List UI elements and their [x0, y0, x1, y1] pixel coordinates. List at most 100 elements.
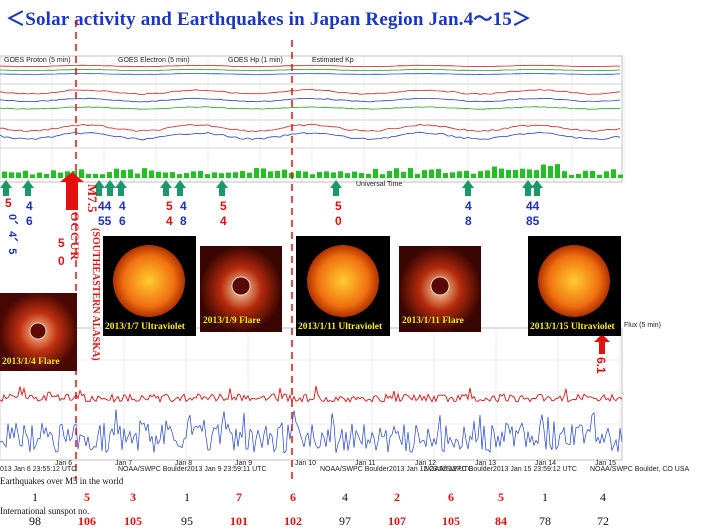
kp-bar: [58, 172, 63, 178]
kp-bar: [352, 171, 357, 178]
footer-1: 013 Jan 6 23:55:12 UTC: [0, 466, 77, 473]
kp-bar: [408, 168, 413, 178]
green-arrow: [115, 180, 127, 196]
sun-icon: [538, 245, 610, 317]
right-arrow-value: 6.1: [594, 357, 608, 374]
sun-icon: [307, 245, 379, 317]
kp-bar: [296, 170, 301, 178]
kp-bar: [142, 168, 147, 178]
eq-marker-2-mag: 4: [26, 199, 33, 213]
kp-bar: [527, 169, 532, 178]
kp-bar: [261, 168, 266, 178]
kp-bar: [135, 173, 140, 178]
table-row-label-sunspot: International sunspot no.: [0, 506, 90, 516]
big-event-magnitude: M7.5: [85, 184, 100, 213]
kp-bar: [93, 173, 98, 178]
kp-bar: [359, 173, 364, 178]
earthquake-count-cell: 5: [84, 490, 90, 504]
flare-icon: [0, 293, 77, 371]
kp-bar: [338, 171, 343, 178]
green-arrow: [216, 180, 228, 196]
kp-bar: [226, 172, 231, 178]
kp-bar: [170, 172, 175, 178]
eq-marker-1-mag: 5: [5, 196, 12, 210]
kp-bar: [401, 171, 406, 178]
kp-bar: [569, 174, 574, 178]
kp-bar: [576, 173, 581, 178]
flare-icon: [200, 246, 282, 332]
kp-bar: [366, 173, 371, 178]
flare-icon: [399, 246, 481, 332]
sunspot-cell: 78: [539, 514, 551, 528]
sunspot-cell: 106: [78, 514, 96, 528]
axis-day-label: Jan 7: [115, 460, 133, 467]
eq-marker-6-mag: 5: [166, 199, 173, 213]
footer-3: NOAA/SWPC Boulder2013 Jan 12 23:55:12 UT…: [320, 466, 473, 473]
kp-bar: [478, 171, 483, 178]
kp-bar: [590, 170, 595, 178]
earthquake-count-cell: 4: [342, 490, 348, 504]
sun-image-jan15: 2013/1/15 Ultraviolet: [528, 236, 621, 336]
earthquake-count-cell: 6: [290, 490, 296, 504]
axis-day-label: Jan 11: [355, 460, 376, 467]
earthquake-count-cell: 6: [448, 490, 454, 504]
flare-caption-jan11: 2013/1/11 Flare: [402, 316, 464, 326]
sun-caption-jan7: 2013/1/7 Ultraviolet: [105, 322, 185, 332]
kp-bar: [198, 170, 203, 178]
flux-label: Flux (5 min): [624, 322, 661, 329]
axis-day-label: Jan 10: [295, 460, 317, 467]
kp-bar: [205, 174, 210, 178]
eq-marker-5-extra: 6: [119, 214, 126, 228]
eq-marker-5-mag: 4: [119, 199, 126, 213]
eq-marker-1-extra: 0、4、5: [6, 214, 18, 255]
kp-bar: [303, 171, 308, 178]
kp-bar: [506, 169, 511, 178]
flare-caption-jan4: 2013/1/4 Flare: [2, 357, 60, 367]
flare-image-jan11: 2013/1/11 Flare: [399, 246, 481, 332]
eq-marker-11-mag: 44: [526, 199, 540, 213]
eq-marker-3-extra: 0: [58, 254, 65, 268]
axis-day-label: Jan 15: [595, 460, 617, 467]
green-arrow: [522, 180, 534, 196]
kp-bar: [555, 164, 560, 178]
kp-bar: [37, 172, 42, 178]
kp-bar: [485, 170, 490, 178]
eq-marker-9-extra: 0: [335, 214, 342, 228]
sunspot-cell: 105: [442, 514, 460, 528]
kp-bar: [604, 171, 609, 178]
sunspot-cell: 72: [597, 514, 609, 528]
kp-bar: [597, 174, 602, 178]
axis-day-label: Jan 9: [235, 460, 253, 467]
green-arrow: [174, 180, 186, 196]
kp-bar: [380, 174, 385, 178]
green-arrow: [0, 180, 12, 196]
kp-bar: [121, 170, 126, 178]
kp-bar: [86, 174, 91, 178]
table-row-label-earthquakes: Earthquakes over M5 in the world: [0, 476, 124, 486]
kp-bar: [268, 171, 273, 178]
kp-bar: [233, 172, 238, 178]
kp-bar: [520, 168, 525, 178]
big-event-place: (SOUTHEASTERN ALASKA): [90, 228, 101, 361]
eq-marker-10-mag: 4: [465, 199, 472, 213]
kp-bar: [443, 173, 448, 178]
kp-bar: [163, 172, 168, 178]
kp-bar: [618, 174, 623, 178]
sunspot-cell: 101: [230, 514, 248, 528]
kp-bar: [16, 172, 21, 178]
right-red-arrow: [594, 334, 610, 354]
earthquake-count-cell: 7: [236, 490, 242, 504]
kp-bar: [387, 170, 392, 178]
kp-bar: [23, 170, 28, 178]
kp-bar: [184, 173, 189, 178]
sunspot-cell: 98: [29, 514, 41, 528]
footer-4: NOAA/SWPC Boulder2013 Jan 15 23:59:12 UT…: [424, 466, 577, 473]
kp-bar: [492, 166, 497, 178]
footer-5: NOAA/SWPC Boulder, CO USA: [590, 466, 690, 473]
kp-bars: [2, 164, 623, 178]
earthquake-count-cell: 3: [130, 490, 136, 504]
axis-day-label: Jan 12: [415, 460, 437, 467]
kp-bar: [310, 174, 315, 178]
sun-caption-jan15: 2013/1/15 Ultraviolet: [530, 322, 615, 332]
kp-bar: [548, 166, 553, 178]
